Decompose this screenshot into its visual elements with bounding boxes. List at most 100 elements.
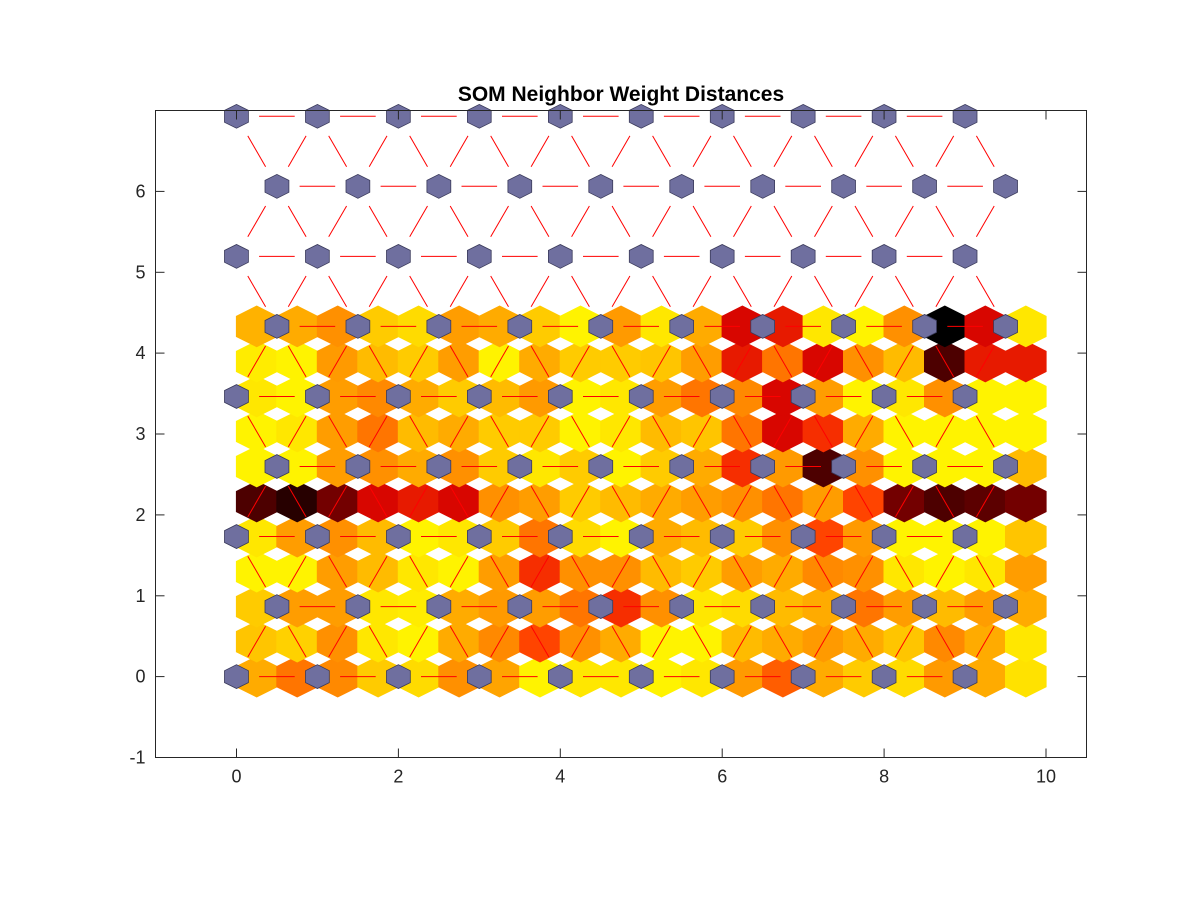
neighbor-line: [571, 275, 590, 308]
neighbor-line: [733, 555, 752, 588]
neighbor-line: [814, 135, 833, 167]
neighbor-line: [328, 275, 348, 308]
neighbor-line: [854, 625, 874, 658]
neighbor-line: [287, 625, 307, 658]
neighbor-line: [449, 135, 469, 167]
neighbor-line: [975, 205, 995, 238]
neuron-marker: [548, 384, 573, 409]
neuron-marker: [993, 594, 1018, 619]
neighbor-line: [611, 415, 631, 448]
neighbor-line: [935, 135, 955, 167]
neighbor-line: [692, 205, 712, 238]
neighbor-line: [490, 555, 509, 588]
neuron-marker: [466, 244, 492, 269]
y-tick-label: 3: [135, 424, 145, 444]
neighbor-line: [449, 415, 469, 448]
neuron-marker: [548, 524, 573, 549]
neighbor-line: [692, 415, 712, 448]
neighbor-line: [773, 625, 793, 658]
neighbor-line: [652, 625, 671, 658]
neuron-marker: [507, 173, 533, 199]
neuron-marker: [750, 314, 775, 339]
neighbor-line: [773, 345, 793, 378]
neighbor-line: [773, 135, 793, 167]
neuron-marker: [305, 664, 330, 689]
neighbor-line: [490, 415, 509, 448]
neighbor-line: [975, 345, 995, 378]
neighbor-line: [894, 345, 914, 378]
neighbor-line: [571, 415, 590, 448]
neuron-marker: [588, 314, 614, 339]
neighbor-line: [449, 485, 469, 518]
neighbor-line: [854, 555, 874, 588]
y-tick-label: 4: [135, 343, 145, 363]
neuron-marker: [790, 524, 816, 549]
neuron-marker: [466, 664, 492, 689]
neighbor-line: [247, 345, 267, 378]
neighbor-line: [247, 205, 267, 238]
neuron-marker: [386, 384, 411, 409]
neighbor-line: [611, 275, 631, 308]
neighbor-line: [733, 205, 752, 238]
neuron-marker: [588, 594, 614, 619]
neighbor-line: [490, 485, 509, 518]
neuron-marker: [790, 664, 816, 689]
neighbor-line: [652, 415, 671, 448]
neuron-marker: [912, 314, 937, 339]
neighbor-line: [247, 555, 267, 588]
neighbor-line: [733, 135, 752, 167]
neuron-marker: [628, 524, 654, 549]
neighbor-line: [530, 625, 550, 658]
neighbor-line: [935, 415, 955, 448]
neighbor-line: [894, 415, 914, 448]
neuron-marker: [426, 594, 452, 619]
neighbor-line: [530, 485, 550, 518]
neuron-marker: [790, 384, 816, 409]
neighbor-line: [409, 275, 428, 308]
neuron-marker: [709, 244, 735, 269]
neighbor-line: [854, 485, 874, 518]
neuron-marker: [750, 173, 775, 199]
neuron-marker: [952, 524, 978, 549]
neighbor-line: [530, 205, 550, 238]
neuron-marker: [952, 103, 978, 129]
neighbor-line: [975, 275, 995, 308]
neuron-marker: [750, 454, 775, 479]
connection-lines: [247, 115, 995, 678]
neighbor-line: [530, 345, 550, 378]
neuron-marker: [466, 103, 492, 129]
neighbor-line: [328, 625, 348, 658]
neighbor-line: [368, 275, 388, 308]
neuron-marker: [426, 314, 452, 339]
neighbor-line: [611, 345, 631, 378]
neighbor-line: [449, 555, 469, 588]
neighbor-line: [935, 555, 955, 588]
neighbor-line: [854, 135, 874, 167]
neighbor-line: [368, 135, 388, 167]
neuron-marker: [548, 664, 573, 689]
neighbor-line: [287, 555, 307, 588]
neighbor-line: [733, 275, 752, 308]
neuron-marker: [669, 454, 694, 479]
neighbor-line: [328, 555, 348, 588]
neighbor-line: [652, 555, 671, 588]
neuron-marker: [669, 594, 694, 619]
neuron-marker: [952, 664, 978, 689]
neighbor-line: [571, 135, 590, 167]
axis-ticks: [155, 110, 1087, 758]
neighbor-line: [733, 345, 752, 378]
neighbor-line: [490, 135, 509, 167]
neighbor-line: [409, 415, 428, 448]
y-tick-label: 1: [135, 586, 145, 606]
neighbor-line: [894, 205, 914, 238]
neighbor-line: [530, 555, 550, 588]
neighbor-line: [854, 415, 874, 448]
neuron-marker: [224, 524, 249, 549]
neuron-marker: [345, 454, 371, 479]
y-tick-label: 2: [135, 505, 145, 525]
neighbor-line: [247, 415, 267, 448]
neighbor-line: [368, 485, 388, 518]
neuron-marker: [669, 314, 694, 339]
neuron-marker: [224, 384, 249, 409]
